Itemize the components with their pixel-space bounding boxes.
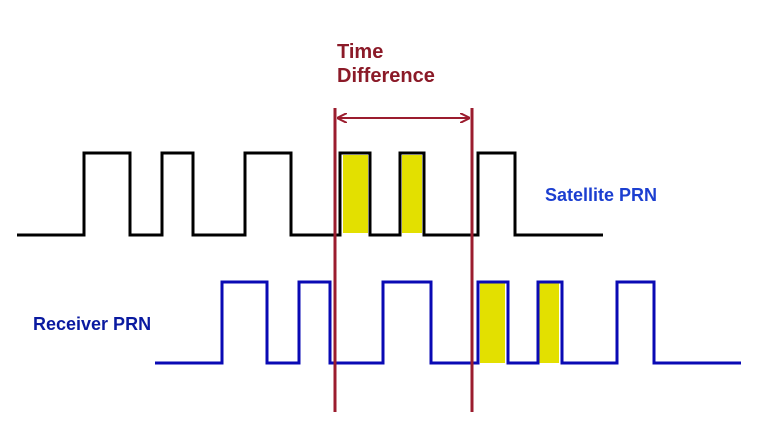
satellite-prn-label: Satellite PRN — [545, 185, 658, 205]
receiver-highlight-chip — [539, 283, 559, 363]
satellite-highlight-chip — [402, 155, 422, 233]
receiver-prn-signal — [155, 280, 741, 365]
time-difference-label: Time Difference — [337, 40, 435, 88]
time-difference-line1: Time — [337, 41, 384, 63]
receiver-highlight-chip — [480, 283, 505, 363]
receiver-prn-label: Receiver PRN — [33, 314, 152, 334]
receiver-highlight-group — [480, 283, 559, 363]
satellite-prn-signal — [17, 151, 603, 237]
satellite-highlight-chip — [343, 155, 368, 233]
time-difference-line2: Difference — [337, 65, 435, 87]
satellite-highlight-group — [343, 155, 422, 233]
